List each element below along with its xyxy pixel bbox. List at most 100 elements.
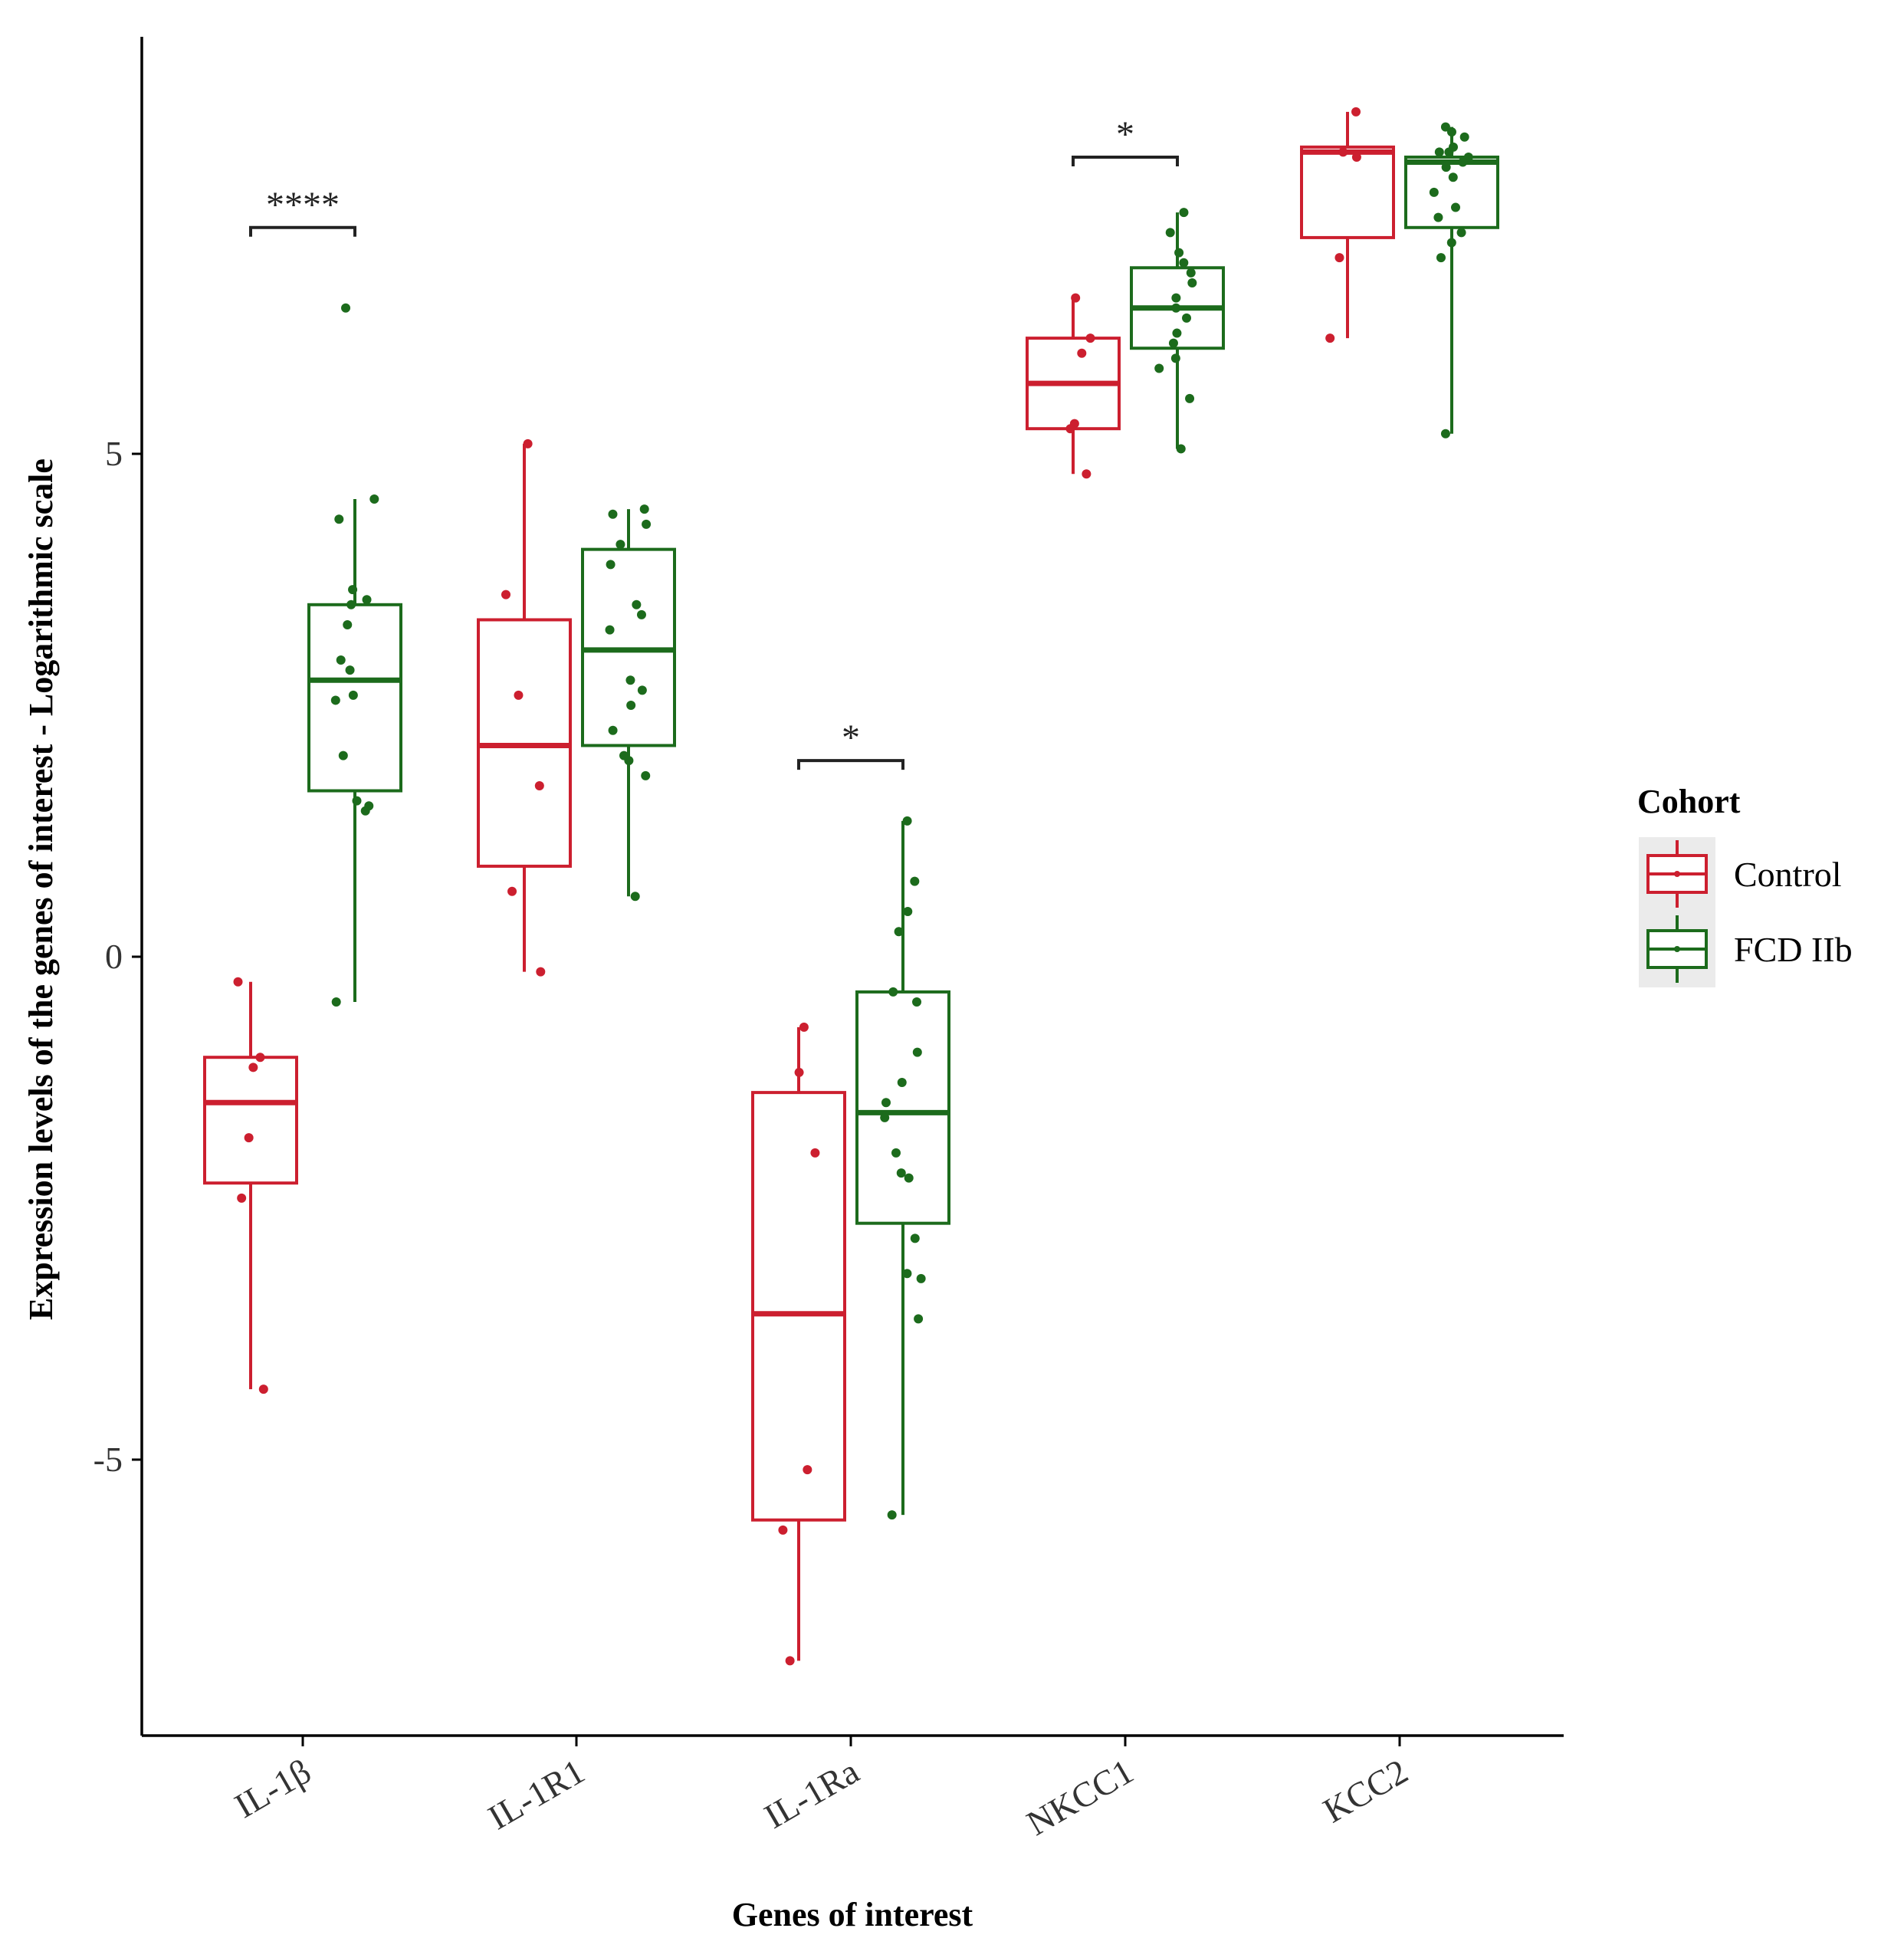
data-point xyxy=(914,1314,924,1324)
data-point xyxy=(897,1078,907,1087)
data-point xyxy=(360,806,370,816)
data-point xyxy=(233,977,243,987)
data-point xyxy=(1351,152,1361,162)
box-iqr xyxy=(751,1091,846,1522)
data-point xyxy=(1433,212,1443,222)
data-point xyxy=(636,609,646,619)
plot-area: ****** xyxy=(203,107,1499,1666)
data-point xyxy=(910,1233,920,1243)
data-point xyxy=(912,1047,922,1057)
data-point xyxy=(902,816,912,826)
data-point xyxy=(507,886,517,896)
data-point xyxy=(501,590,510,599)
data-point xyxy=(514,690,524,700)
data-point xyxy=(348,690,358,700)
y-tick-label: 0 xyxy=(105,937,123,976)
data-point xyxy=(1448,172,1458,182)
data-point xyxy=(1185,393,1195,403)
data-point xyxy=(1451,202,1461,212)
data-point xyxy=(888,987,898,997)
data-point xyxy=(902,1269,912,1279)
axes xyxy=(140,37,1564,1737)
data-point xyxy=(1325,333,1335,343)
data-point xyxy=(608,725,618,735)
data-point xyxy=(1179,208,1189,218)
box-group xyxy=(477,439,572,977)
data-point xyxy=(642,519,652,529)
legend-item: Control xyxy=(1646,840,1842,908)
x-tick-label: IL-1β xyxy=(228,1751,317,1825)
data-point xyxy=(369,494,379,504)
data-point xyxy=(891,1148,901,1158)
data-point xyxy=(346,599,356,609)
data-point xyxy=(639,504,649,514)
x-axis-title: Genes of interest xyxy=(732,1896,973,1933)
data-point xyxy=(1459,132,1469,142)
box-group xyxy=(1026,293,1121,479)
data-point xyxy=(785,1656,795,1666)
significance-annotation: **** xyxy=(249,185,356,237)
data-point xyxy=(641,770,651,780)
data-point xyxy=(1179,258,1189,268)
data-point xyxy=(534,780,544,790)
data-point xyxy=(536,967,546,977)
box-group xyxy=(751,1022,846,1666)
data-point xyxy=(632,599,642,609)
data-point xyxy=(606,560,616,570)
data-point xyxy=(896,1168,906,1178)
data-point xyxy=(1436,253,1446,263)
legend: Cohort Control FCD IIb xyxy=(1637,783,1853,987)
data-point xyxy=(244,1133,254,1143)
significance-annotation: * xyxy=(797,718,904,770)
data-point xyxy=(255,1053,265,1063)
data-point xyxy=(1446,127,1456,137)
box-group xyxy=(1404,122,1499,439)
data-point xyxy=(1440,122,1450,132)
box-iqr xyxy=(1300,145,1395,239)
x-tick-label: NKCC1 xyxy=(1020,1751,1140,1843)
data-point xyxy=(1082,469,1092,479)
data-point xyxy=(1446,238,1456,248)
data-point xyxy=(616,540,625,550)
data-point xyxy=(1334,253,1344,263)
data-point xyxy=(523,439,533,448)
significance-bracket xyxy=(1072,155,1179,166)
data-point xyxy=(630,892,640,902)
data-point xyxy=(1170,353,1180,363)
data-point xyxy=(1165,228,1175,238)
data-point xyxy=(1176,444,1186,454)
data-point xyxy=(1351,107,1361,117)
data-point xyxy=(887,1510,897,1520)
data-point xyxy=(1429,187,1439,197)
box-group xyxy=(581,504,676,902)
data-point xyxy=(1168,338,1178,348)
data-point xyxy=(1085,333,1095,343)
data-point xyxy=(1171,293,1181,303)
data-point xyxy=(803,1465,812,1475)
data-point xyxy=(1071,293,1081,303)
legend-label: Control xyxy=(1734,855,1842,894)
legend-key-point xyxy=(1674,946,1680,952)
significance-label: * xyxy=(1116,114,1134,155)
data-point xyxy=(637,685,647,695)
data-point xyxy=(910,876,920,886)
data-point xyxy=(1440,429,1450,439)
data-point xyxy=(258,1385,268,1394)
data-point xyxy=(625,675,635,685)
data-point xyxy=(626,701,636,710)
data-point xyxy=(799,1022,809,1032)
data-point xyxy=(248,1063,258,1072)
x-tick-label: KCC2 xyxy=(1317,1751,1414,1830)
data-point xyxy=(336,655,346,665)
data-point xyxy=(880,1112,890,1122)
data-point xyxy=(331,997,341,1007)
data-point xyxy=(334,514,344,524)
data-point xyxy=(1065,424,1075,434)
data-point xyxy=(1182,313,1192,323)
box-group xyxy=(1300,107,1395,343)
data-point xyxy=(362,595,372,605)
data-point xyxy=(1077,348,1087,358)
data-point xyxy=(912,997,922,1007)
data-point xyxy=(1434,147,1444,157)
